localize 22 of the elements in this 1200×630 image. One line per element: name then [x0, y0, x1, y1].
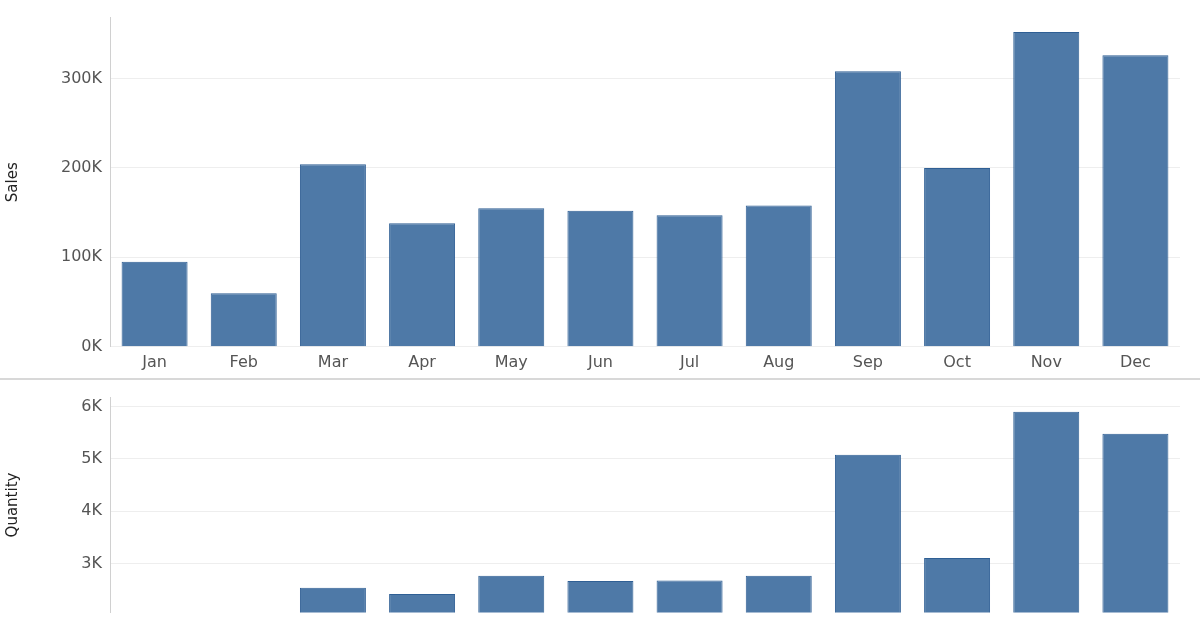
x-tick-label: Sep — [852, 351, 883, 371]
x-tick-label: Feb — [229, 351, 258, 371]
y-tick-label: 100K — [60, 246, 103, 266]
x-tick-label: Dec — [1119, 351, 1151, 371]
y-tick-label: 0K — [81, 335, 103, 355]
y-axis-title: Quantity — [2, 472, 21, 538]
x-tick-label: Jul — [678, 351, 700, 371]
x-tick-label: Jan — [141, 351, 167, 371]
x-tick-label: Apr — [408, 351, 437, 371]
x-tick-label: Oct — [943, 351, 971, 371]
x-tick-label: Mar — [317, 351, 349, 371]
y-tick-label: 5K — [81, 448, 103, 468]
x-tick-label: Jun — [586, 351, 613, 371]
y-tick-label: 4K — [81, 500, 103, 520]
y-tick-label: 300K — [60, 67, 103, 87]
y-tick-label: 200K — [60, 157, 103, 177]
y-tick-label: 3K — [81, 552, 103, 572]
y-axis-title: Sales — [2, 162, 21, 203]
x-tick-label: Nov — [1030, 351, 1062, 371]
y-tick-label: 6K — [81, 395, 103, 415]
x-tick-label: Aug — [763, 351, 795, 371]
x-tick-label: May — [494, 351, 528, 371]
